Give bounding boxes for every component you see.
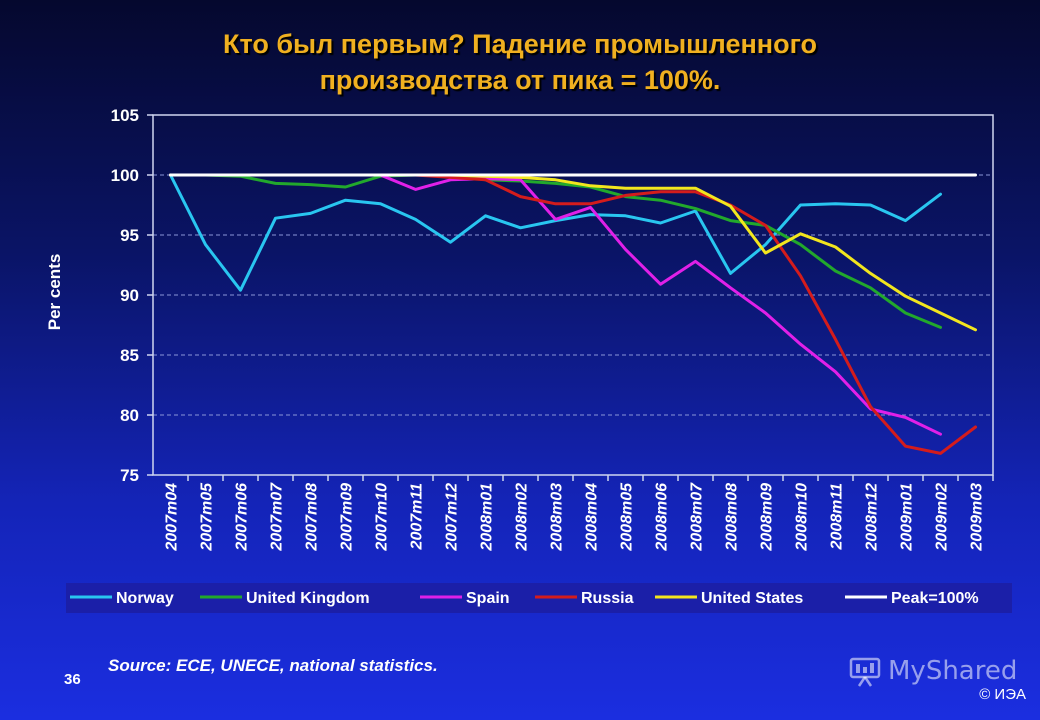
x-tick-label: 2007m10 xyxy=(374,483,391,552)
x-tick-labels: 2007m04 2007m05 2007m06 2007m07 2007m08 2007m… xyxy=(164,482,986,552)
plot-frame xyxy=(152,114,994,476)
legend-label: Russia xyxy=(581,590,634,607)
y-tick-label: 95 xyxy=(120,226,139,245)
x-tick-label: 2007m04 xyxy=(164,483,181,552)
x-tick-label: 2009m03 xyxy=(969,483,986,552)
x-tick-label: 2008m10 xyxy=(794,483,811,552)
y-tick-label: 75 xyxy=(120,466,139,485)
y-tick-labels: 75 80 85 90 95 100 105 xyxy=(111,106,139,485)
plot-border xyxy=(152,114,994,476)
slide-title-line-1: Кто был первым? Падение промышленного xyxy=(223,29,817,59)
x-tick-label: 2008m04 xyxy=(584,483,601,552)
x-tick-label: 2007m12 xyxy=(444,483,461,552)
watermark-text: MyShared xyxy=(888,656,1018,686)
x-tick-label: 2008m08 xyxy=(724,483,741,552)
source-note: Source: ECE, UNECE, national statistics. xyxy=(108,656,438,675)
x-tick-label: 2008m07 xyxy=(689,482,706,552)
x-tick-label: 2008m03 xyxy=(549,483,566,552)
series-line-united-states xyxy=(169,173,977,332)
watermark: MyShared xyxy=(848,654,1017,688)
x-tick-label: 2007m08 xyxy=(304,483,321,552)
y-tick-label: 80 xyxy=(120,406,139,425)
legend-label: Peak=100% xyxy=(891,590,979,607)
legend-label: Spain xyxy=(466,590,510,607)
x-tick-label: 2008m02 xyxy=(514,483,531,552)
x-tick-label: 2008m11 xyxy=(829,483,846,551)
legend-label: Norway xyxy=(116,590,174,607)
x-tick-label: 2007m05 xyxy=(199,482,216,552)
x-tick-label: 2008m05 xyxy=(619,482,636,552)
y-tick-label: 90 xyxy=(120,286,139,305)
legend-label: United Kingdom xyxy=(246,590,370,607)
x-tick-label: 2007m06 xyxy=(234,483,251,552)
grid-lines xyxy=(147,114,994,481)
x-tick-label: 2008m06 xyxy=(654,483,671,552)
x-tick-label: 2009m01 xyxy=(899,483,916,552)
slide-number: 36 xyxy=(64,671,81,688)
slide-title: Кто был первым? Падение промышленного пр… xyxy=(0,26,1040,98)
chart-background xyxy=(0,0,1040,650)
y-tick-label: 85 xyxy=(120,346,139,365)
slide-title-line-2: производства от пика = 100%. xyxy=(319,65,721,95)
legend: Norway United Kingdom Spain Russia United St… xyxy=(70,590,979,607)
x-tick-label: 2008m01 xyxy=(479,483,496,552)
legend-label: United States xyxy=(701,590,803,607)
x-tick-label: 2007m09 xyxy=(339,483,356,552)
presentation-icon xyxy=(849,657,881,687)
y-tick-label: 100 xyxy=(111,166,139,185)
x-tick-label: 2009m02 xyxy=(934,483,951,552)
x-tick-label: 2007m11 xyxy=(409,483,426,551)
y-tick-label: 105 xyxy=(111,106,139,125)
x-tick-label: 2008m12 xyxy=(864,483,881,552)
series-line-spain xyxy=(169,173,942,436)
x-tick-label: 2007m07 xyxy=(269,482,286,552)
series-lines xyxy=(169,173,977,455)
series-line-norway xyxy=(169,173,942,292)
copyright: © ИЭА xyxy=(979,686,1026,703)
y-axis-label: Per cents xyxy=(45,254,64,331)
series-line-united-kingdom xyxy=(169,173,942,329)
x-tick-label: 2008m09 xyxy=(759,483,776,552)
